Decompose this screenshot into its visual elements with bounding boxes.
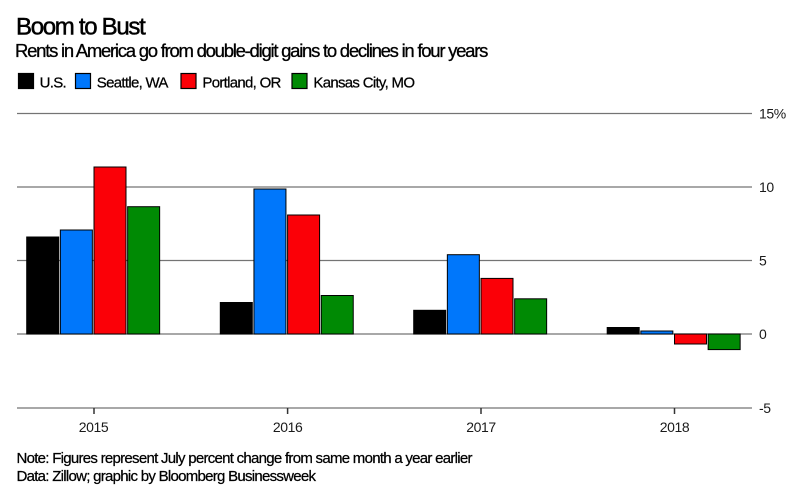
svg-text:2015: 2015	[79, 419, 109, 435]
svg-text:Rents in America go from doubl: Rents in America go from double-digit ga…	[15, 40, 488, 61]
svg-text:Portland, OR: Portland, OR	[202, 74, 281, 91]
svg-text:2018: 2018	[660, 419, 690, 435]
svg-text:Data: Zillow; graphic by Bloom: Data: Zillow; graphic by Bloomberg Busin…	[17, 468, 317, 485]
svg-text:Boom to Bust: Boom to Bust	[16, 14, 146, 41]
svg-text:15%: 15%	[759, 106, 786, 122]
svg-text:0: 0	[759, 326, 767, 342]
svg-text:5: 5	[759, 253, 767, 269]
svg-text:Kansas City, MO: Kansas City, MO	[313, 74, 414, 91]
svg-text:Seattle, WA: Seattle, WA	[97, 74, 169, 91]
svg-text:10: 10	[759, 179, 774, 195]
svg-text:2017: 2017	[466, 419, 496, 435]
svg-text:2016: 2016	[273, 419, 303, 435]
svg-text:-5: -5	[759, 400, 771, 416]
svg-text:U.S.: U.S.	[40, 74, 66, 91]
svg-text:Note: Figures represent July p: Note: Figures represent July percent cha…	[17, 450, 473, 467]
